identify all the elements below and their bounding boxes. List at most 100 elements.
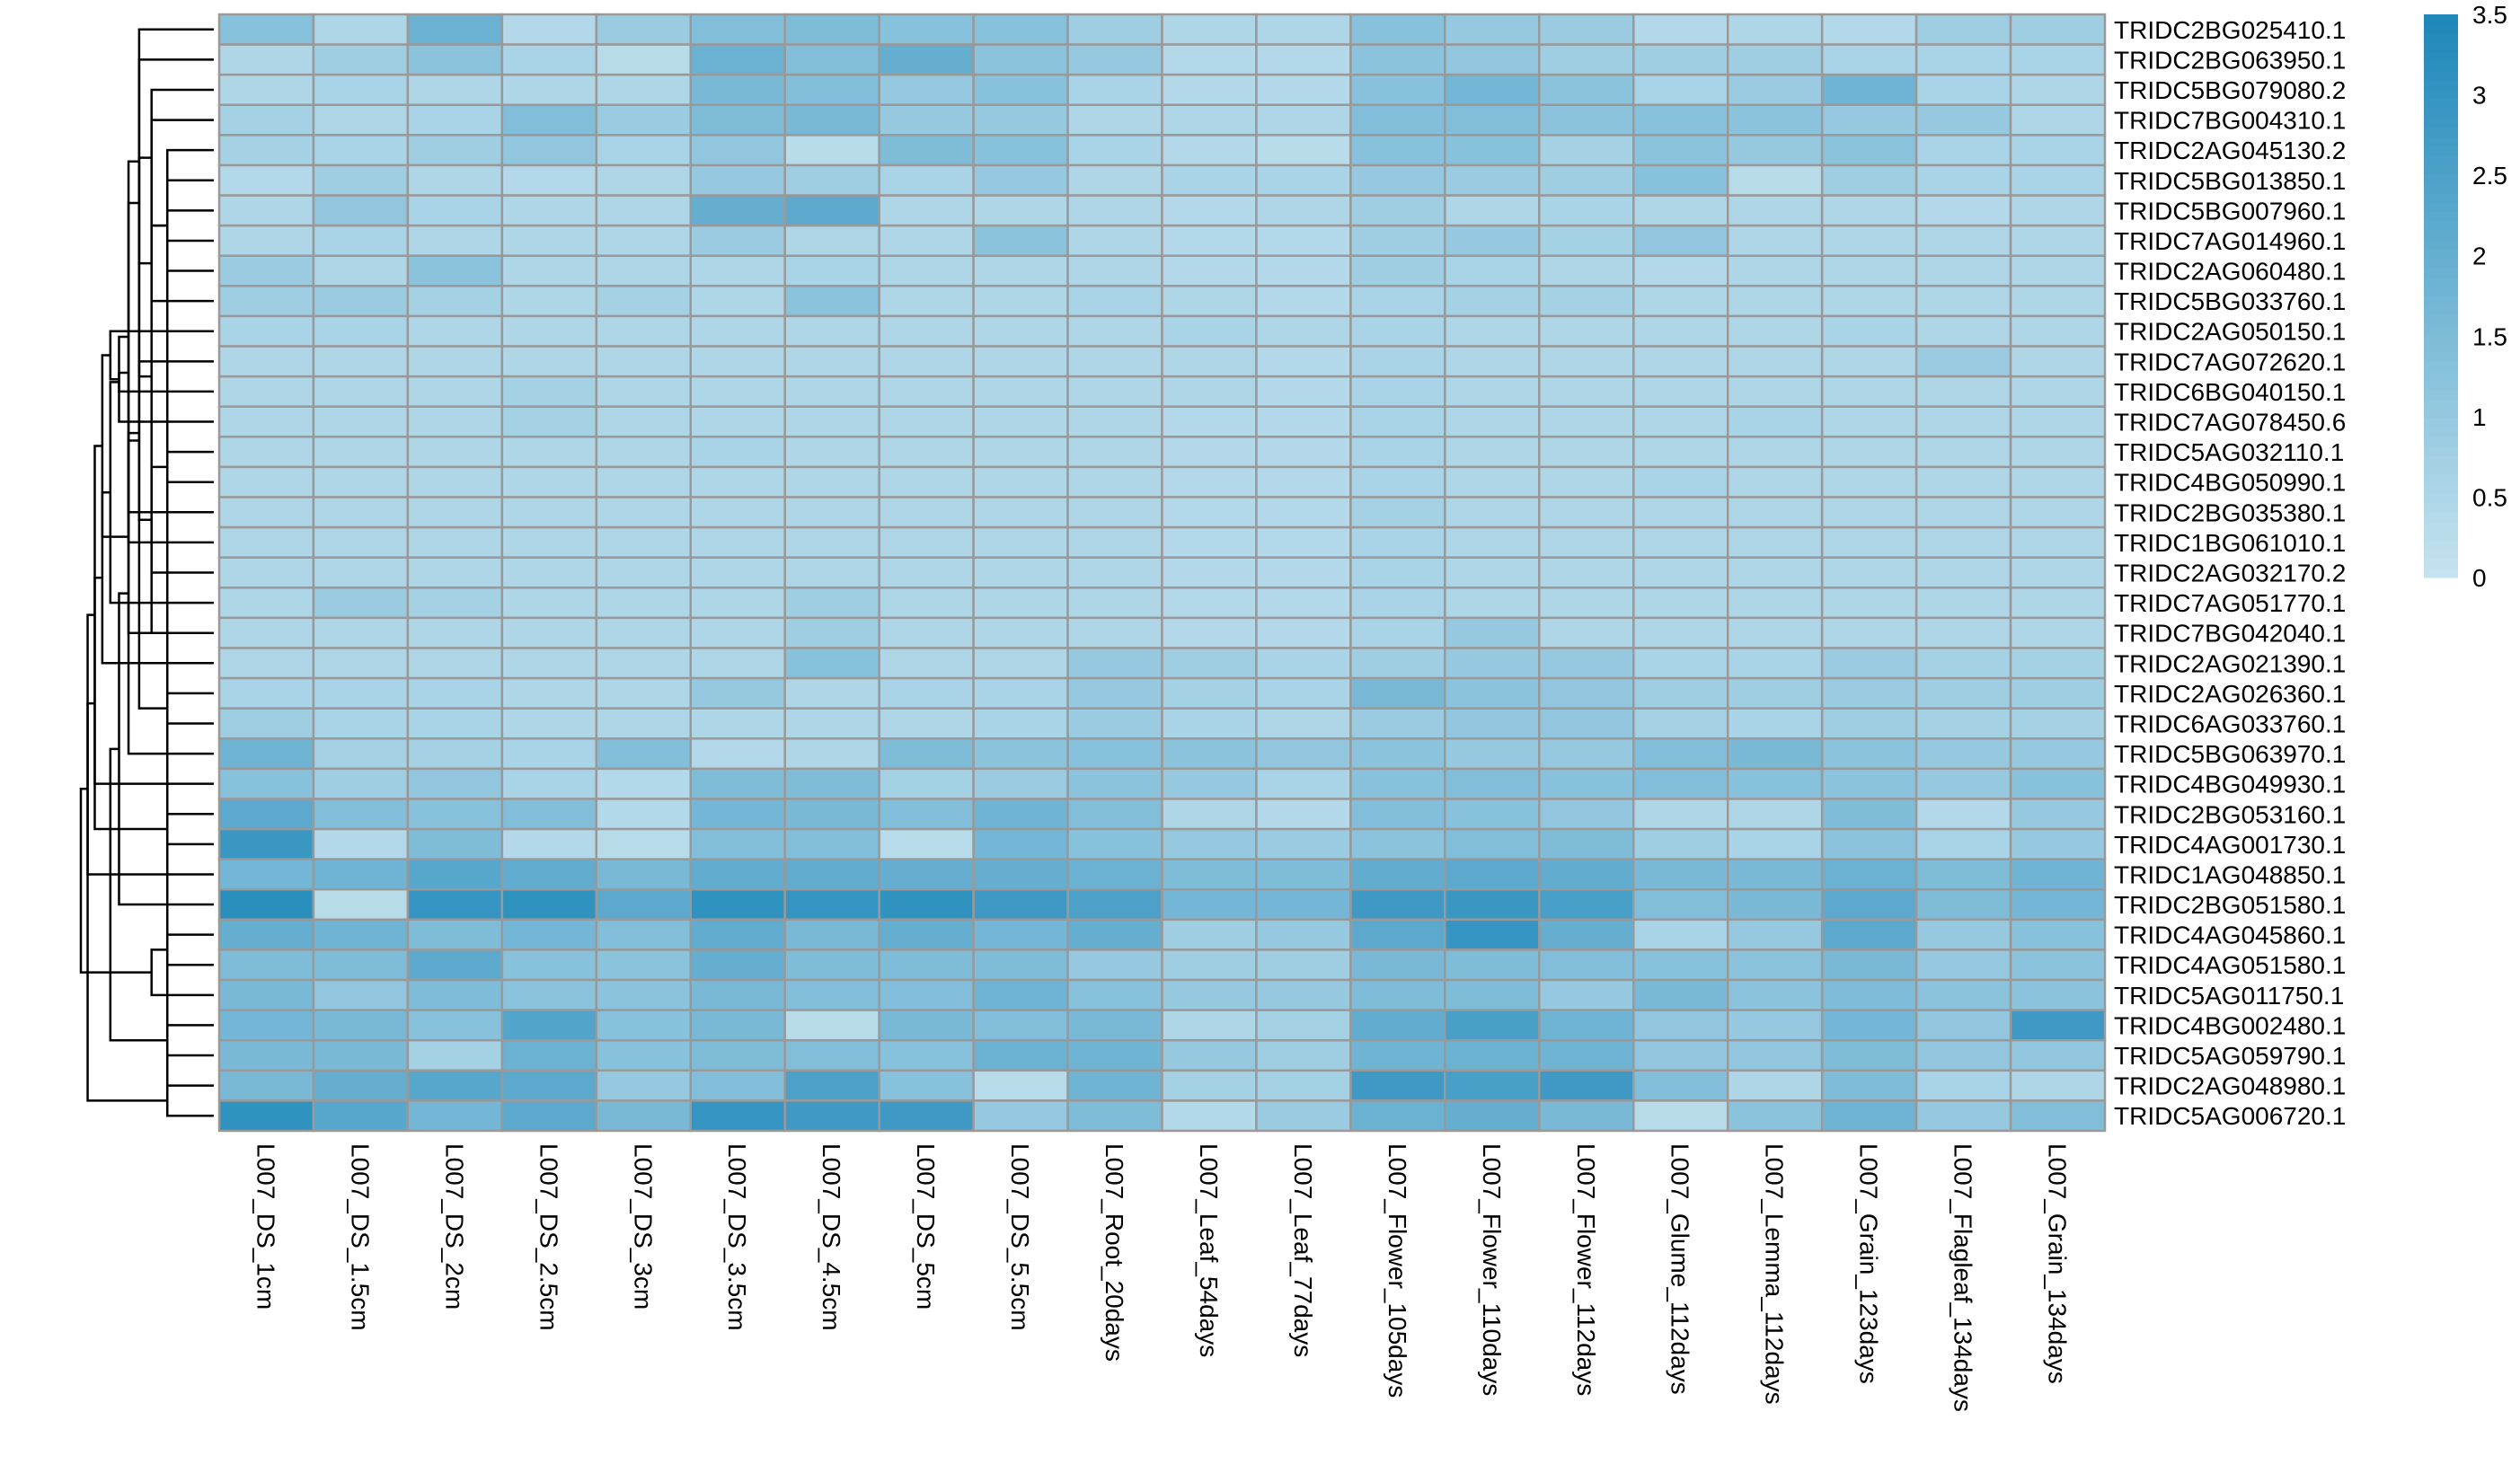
heatmap-cell (878, 194, 975, 227)
row-label: TRIDC4AG045860.1 (2114, 922, 2346, 949)
heatmap-cell (783, 616, 880, 649)
heatmap-cell (595, 1099, 692, 1133)
color-legend-segment (2424, 277, 2458, 287)
heatmap-cell (1632, 314, 1729, 348)
heatmap-cell (500, 1038, 598, 1072)
heatmap-cell (2009, 194, 2107, 227)
color-legend-segment (2424, 23, 2458, 34)
heatmap-cell (1255, 1069, 1352, 1102)
heatmap-cell (217, 345, 315, 378)
heatmap-cell (689, 375, 786, 408)
heatmap-cell (1444, 73, 1541, 107)
dendrogram-branch (150, 88, 214, 227)
color-legend-tick-label: 3 (2472, 82, 2487, 110)
heatmap-cell (972, 827, 1069, 860)
heatmap-cell (1444, 707, 1541, 740)
heatmap-cell (1444, 224, 1541, 258)
heatmap-cell (783, 1069, 880, 1102)
heatmap-cell (972, 134, 1069, 167)
heatmap-cell (1255, 556, 1352, 589)
heatmap-cell (1161, 345, 1258, 378)
heatmap-cell (972, 163, 1069, 197)
heatmap-cell (2009, 405, 2107, 438)
heatmap-cell (1820, 73, 1918, 107)
heatmap-cell (1632, 587, 1729, 620)
heatmap-cell (783, 556, 880, 589)
heatmap-cell (972, 918, 1069, 951)
heatmap-cell (972, 1009, 1069, 1042)
heatmap-cell (1349, 13, 1446, 46)
heatmap-cell (1444, 858, 1541, 891)
heatmap-cell (1820, 285, 1918, 318)
heatmap-cell (1726, 616, 1824, 649)
heatmap-cell (972, 1099, 1069, 1133)
heatmap-cell (595, 556, 692, 589)
heatmap-cell (1066, 525, 1163, 559)
heatmap-cell (1632, 405, 1729, 438)
heatmap-cell (406, 767, 504, 800)
heatmap-cell (1066, 224, 1163, 258)
heatmap-cell (1066, 918, 1163, 951)
color-legend-segment (2424, 14, 2458, 25)
column-label: L007_DS_2.5cm (535, 1143, 562, 1331)
heatmap-cell (1255, 616, 1352, 649)
heatmap-cell (1066, 496, 1163, 529)
heatmap-cell (500, 1099, 598, 1133)
heatmap-cell (878, 465, 975, 498)
heatmap-cell (595, 285, 692, 318)
heatmap-cell (406, 224, 504, 258)
heatmap-cell (1349, 345, 1446, 378)
heatmap-cell (217, 1009, 315, 1042)
dendrogram-branch (165, 933, 214, 966)
heatmap-cell (500, 978, 598, 1011)
heatmap-cell (1349, 707, 1446, 740)
heatmap-cell (1726, 1038, 1824, 1072)
heatmap-cell (312, 224, 410, 258)
heatmap-cell (972, 887, 1069, 922)
heatmap-cell (312, 707, 410, 740)
heatmap-cell (1632, 1099, 1729, 1133)
heatmap-cell (312, 13, 410, 46)
heatmap-cell (1726, 918, 1824, 951)
heatmap-cell (1914, 707, 2012, 740)
heatmap-cell (595, 616, 692, 649)
heatmap-cell (1632, 737, 1729, 771)
heatmap-cell (500, 587, 598, 620)
row-label: TRIDC5AG059790.1 (2114, 1042, 2346, 1070)
heatmap-cell (1444, 556, 1541, 589)
dendrogram-branch (150, 119, 214, 634)
column-label: L007_DS_2cm (440, 1143, 468, 1310)
row-label: TRIDC5AG011750.1 (2114, 982, 2344, 1010)
heatmap-cell (1820, 525, 1918, 559)
heatmap-cell (1538, 827, 1635, 860)
heatmap-cell (595, 1069, 692, 1102)
column-label: L007_DS_3cm (629, 1143, 657, 1310)
heatmap-cell (595, 345, 692, 378)
heatmap-cell (1914, 858, 2012, 891)
heatmap-cell (783, 918, 880, 951)
heatmap-cell (500, 616, 598, 649)
heatmap-cell (1066, 767, 1163, 800)
heatmap-cell (1726, 134, 1824, 167)
heatmap-cell (1066, 13, 1163, 46)
heatmap-cell (1914, 1099, 2012, 1133)
heatmap-cell (1726, 314, 1824, 348)
heatmap-cell (1066, 73, 1163, 107)
heatmap-cell (1349, 163, 1446, 197)
heatmap-cell (1726, 496, 1824, 529)
heatmap-cell (1538, 1009, 1635, 1042)
heatmap-cell (500, 948, 598, 982)
heatmap-cell (595, 194, 692, 227)
column-label: L007_DS_1.5cm (346, 1143, 374, 1331)
heatmap-cell (689, 587, 786, 620)
row-label: TRIDC1BG061010.1 (2114, 529, 2346, 557)
heatmap-cell (1538, 918, 1635, 951)
heatmap-cell (783, 194, 880, 227)
heatmap-cell (595, 647, 692, 680)
heatmap-cell (217, 948, 315, 982)
heatmap-cell (689, 707, 786, 740)
heatmap-cell (1444, 285, 1541, 318)
heatmap-cell (1632, 887, 1729, 922)
heatmap-cell (595, 1009, 692, 1042)
